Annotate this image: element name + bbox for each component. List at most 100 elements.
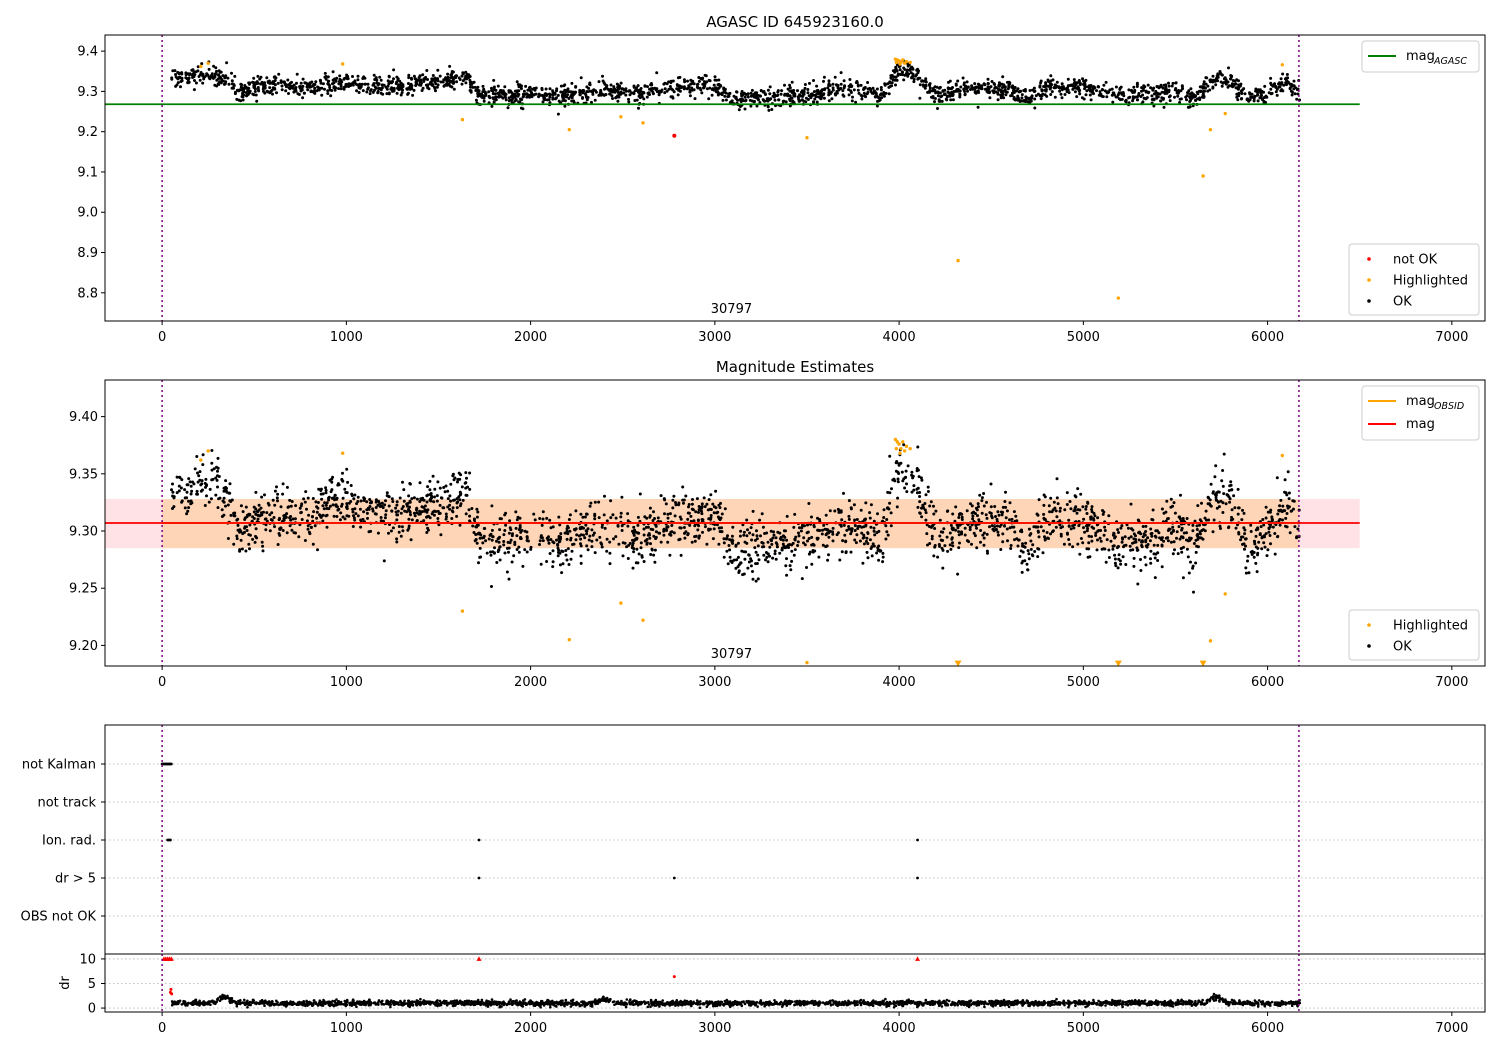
agasc-ok-point	[954, 82, 958, 86]
estimates-ok-point	[995, 517, 999, 521]
agasc-ok-point	[292, 83, 296, 87]
estimates-ok-point	[853, 518, 857, 522]
estimates-ok-point	[666, 540, 670, 544]
estimates-ok-point	[858, 539, 862, 543]
estimates-ok-point	[672, 494, 676, 498]
estimates-ok-point	[1187, 571, 1191, 575]
agasc-ok-point	[918, 76, 922, 80]
agasc-ok-point	[221, 74, 225, 78]
agasc-ok-point	[1177, 90, 1181, 94]
agasc-xtick-label: 1000	[330, 330, 363, 345]
agasc-ok-point	[912, 77, 916, 81]
estimates-ok-point	[916, 445, 920, 449]
agasc-ok-point	[211, 76, 215, 80]
estimates-ok-point	[785, 573, 789, 577]
agasc-ok-point	[627, 100, 631, 104]
estimates-ok-point	[468, 514, 472, 518]
estimates-ok-point	[433, 495, 436, 499]
estimates-ok-point	[1194, 538, 1198, 542]
estimates-ok-point	[539, 535, 543, 539]
agasc-ok-point	[976, 82, 980, 86]
estimates-ok-point	[507, 531, 511, 535]
agasc-ok-point	[780, 89, 784, 93]
agasc-ok-point	[827, 99, 831, 103]
agasc-highlighted-point	[898, 62, 902, 66]
estimates-ok-point	[183, 506, 187, 510]
agasc-ok-point	[585, 98, 589, 102]
estimates-ok-point	[1107, 556, 1111, 559]
estimates-ok-point	[918, 500, 922, 504]
estimates-ok-point	[720, 512, 724, 516]
estimates-ok-point	[840, 550, 844, 554]
estimates-ok-point	[211, 477, 215, 481]
agasc-ok-point	[750, 88, 754, 92]
agasc-ok-point	[948, 87, 952, 91]
estimates-ok-point	[526, 539, 530, 543]
estimates-ok-point	[789, 568, 793, 572]
agasc-ok-point	[974, 91, 978, 95]
estimates-ok-point	[244, 505, 248, 509]
estimates-ok-point	[860, 531, 864, 535]
estimates-ok-point	[728, 548, 732, 552]
estimates-ok-point	[189, 492, 193, 496]
estimates-ok-point	[888, 454, 892, 458]
agasc-ok-point	[622, 91, 626, 95]
estimates-ok-point	[1150, 534, 1154, 538]
estimates-ok-point	[341, 471, 344, 475]
agasc-ok-point	[772, 91, 776, 95]
agasc-ytick-label: 9.4	[77, 45, 98, 60]
agasc-ok-point	[395, 75, 399, 79]
agasc-ok-point	[736, 98, 739, 102]
estimates-ok-point	[351, 525, 355, 528]
estimates-ok-point	[1198, 523, 1201, 527]
agasc-ok-point	[758, 101, 762, 104]
estimates-ok-point	[1072, 509, 1076, 513]
estimates-ok-point	[1264, 516, 1268, 520]
agasc-ok-point	[444, 83, 448, 87]
estimates-ok-point	[1266, 548, 1270, 552]
agasc-ok-point	[828, 84, 832, 87]
flag-point	[169, 838, 172, 842]
agasc-ok-point	[1023, 88, 1027, 91]
estimates-ok-point	[824, 513, 828, 517]
estimates-ok-point	[177, 489, 181, 493]
agasc-ok-point	[366, 82, 370, 86]
agasc-ok-point	[822, 96, 826, 100]
estimates-ok-point	[870, 545, 874, 549]
agasc-ok-point	[610, 94, 614, 98]
estimates-ok-point	[1029, 532, 1033, 536]
estimates-ok-point	[1116, 528, 1120, 532]
agasc-ok-point	[1036, 92, 1040, 96]
estimates-ok-point	[1217, 505, 1221, 509]
agasc-ok-point	[655, 71, 659, 75]
agasc-ok-point	[1202, 95, 1206, 99]
agasc-ok-point	[619, 81, 623, 85]
agasc-ok-point	[648, 93, 651, 97]
estimates-ok-point	[608, 540, 612, 544]
estimates-ok-point	[810, 535, 814, 539]
estimates-ok-point	[802, 541, 805, 545]
estimates-ok-point	[570, 549, 574, 553]
agasc-ok-point	[1212, 78, 1216, 82]
estimates-ok-point	[398, 496, 402, 500]
agasc-ok-point	[624, 93, 628, 97]
estimates-ok-point	[216, 506, 220, 510]
estimates-ok-point	[513, 543, 517, 546]
agasc-highlighted-point	[1116, 296, 1121, 300]
estimates-ok-point	[1241, 535, 1245, 539]
agasc-ok-point	[1081, 82, 1085, 86]
estimates-ok-point	[1042, 517, 1046, 521]
agasc-ok-point	[1158, 92, 1162, 96]
agasc-ok-point	[572, 92, 576, 96]
agasc-ok-point	[721, 98, 725, 102]
estimates-highlighted-point	[898, 451, 902, 455]
agasc-ok-point	[1048, 82, 1052, 86]
agasc-ok-point	[176, 77, 180, 81]
estimates-ok-point	[1078, 508, 1082, 512]
agasc-ok-point	[948, 94, 952, 98]
agasc-ok-point	[455, 80, 459, 84]
agasc-ok-point	[786, 92, 790, 96]
agasc-ok-point	[796, 95, 800, 99]
estimates-ok-point	[754, 579, 758, 583]
